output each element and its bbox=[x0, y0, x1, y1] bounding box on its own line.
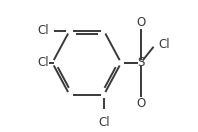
Text: Cl: Cl bbox=[38, 56, 49, 69]
Text: O: O bbox=[136, 16, 145, 29]
Text: Cl: Cl bbox=[38, 24, 49, 37]
Text: O: O bbox=[136, 97, 145, 110]
Text: Cl: Cl bbox=[158, 38, 169, 51]
Text: Cl: Cl bbox=[98, 116, 110, 129]
Text: S: S bbox=[137, 56, 145, 69]
